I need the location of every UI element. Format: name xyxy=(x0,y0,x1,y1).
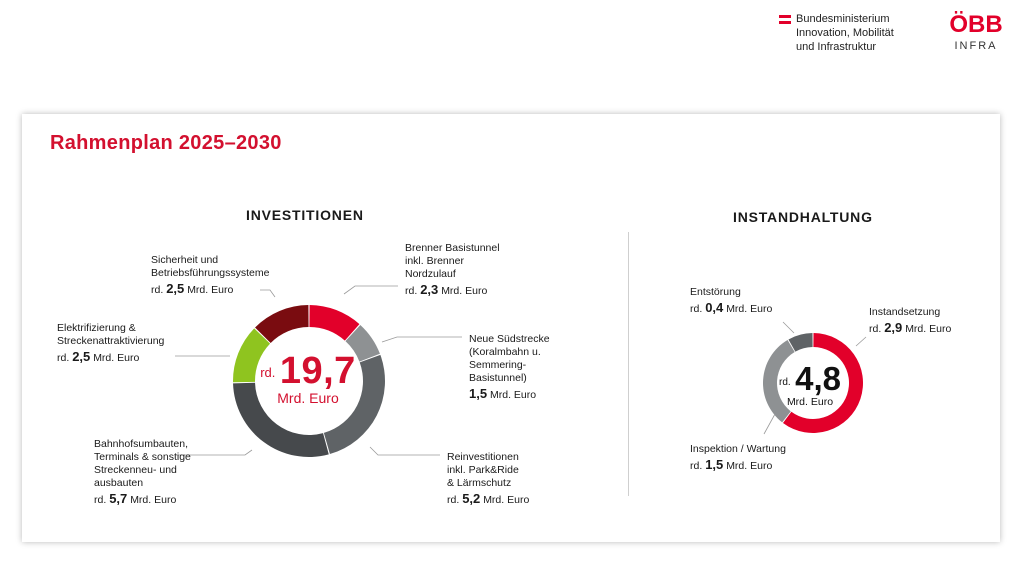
label-line: ausbauten xyxy=(94,477,144,489)
value-unit: Mrd. Euro xyxy=(726,460,773,472)
label-line: Semmering- xyxy=(469,359,527,371)
value: 2,3 xyxy=(420,282,439,297)
value: 5,7 xyxy=(109,491,128,506)
value: 5,2 xyxy=(462,491,481,506)
value-prefix: rd. xyxy=(447,494,460,506)
value: 2,9 xyxy=(884,320,903,335)
value-prefix: rd. xyxy=(405,285,418,297)
label-line: Reinvestitionen xyxy=(447,451,519,463)
label-reinvest: Reinvestitionen inkl. Park&Ride & Lärmsc… xyxy=(447,451,529,507)
investitionen-total: rd. 19,7 Mrd. Euro xyxy=(238,350,378,406)
leader-line-inspektion xyxy=(763,413,776,435)
label-sicherheit: Sicherheit und Betriebsführungssysteme r… xyxy=(151,254,269,297)
value: 1,5 xyxy=(705,457,724,472)
label-line: Streckenattraktivierung xyxy=(57,335,165,347)
label-brenner: Brenner Basistunnel inkl. Brenner Nordzu… xyxy=(405,242,500,298)
value: 1,5 xyxy=(469,386,488,401)
value-prefix: rd. xyxy=(57,352,70,364)
leader-line-reinvest xyxy=(369,446,440,456)
label-line: (Koralmbahn u. xyxy=(469,346,541,358)
donut-slice-suedstrecke xyxy=(345,324,380,362)
label-line: Basistunnel) xyxy=(469,372,527,384)
label-line: Entstörung xyxy=(690,286,741,298)
donut-slice-brenner xyxy=(309,305,360,341)
label-bahnhof: Bahnhofsumbauten, Terminals & sonstige S… xyxy=(94,438,191,507)
total-unit: Mrd. Euro xyxy=(786,396,834,408)
label-line: Instandsetzung xyxy=(869,306,941,318)
leader-line-suedstrecke xyxy=(381,336,462,343)
label-line: Brenner Basistunnel xyxy=(405,242,500,254)
total-prefix: rd. xyxy=(260,365,276,380)
value-unit: Mrd. Euro xyxy=(490,389,537,401)
value-prefix: rd. xyxy=(690,303,703,315)
value-unit: Mrd. Euro xyxy=(726,303,773,315)
label-suedstrecke: Neue Südstrecke (Koralmbahn u. Semmering… xyxy=(469,333,550,402)
label-line: inkl. Park&Ride xyxy=(447,464,519,476)
obb-logo-sub: INFRA xyxy=(954,40,998,52)
donut-slice-inspektion xyxy=(762,339,795,423)
donut-slice-instandsetzung xyxy=(782,333,863,433)
value: 2,5 xyxy=(72,349,91,364)
value-unit: Mrd. Euro xyxy=(93,352,140,364)
donut-slice-bahnhof xyxy=(233,382,329,457)
value-prefix: rd. xyxy=(94,494,107,506)
value-prefix: rd. xyxy=(690,460,703,472)
label-line: Bahnhofsumbauten, xyxy=(94,438,188,450)
value-unit: Mrd. Euro xyxy=(130,494,177,506)
instandhaltung-total: rd. 4,8 Mrd. Euro xyxy=(770,360,850,408)
donut-slice-sicherheit xyxy=(255,305,309,343)
label-line: Elektrifizierung & xyxy=(57,322,136,334)
label-elektrifizierung: Elektrifizierung & Streckenattraktivieru… xyxy=(57,322,164,365)
total-unit: Mrd. Euro xyxy=(277,390,339,406)
obb-infra-logo: ÖBB INFRA xyxy=(944,11,1008,53)
label-line: Terminals & sonstige xyxy=(94,451,191,463)
total-prefix: rd. xyxy=(779,377,791,388)
total-value: 19,7 xyxy=(279,350,356,392)
label-line: inkl. Brenner xyxy=(405,255,464,267)
total-value: 4,8 xyxy=(795,360,841,397)
section-divider xyxy=(628,232,629,496)
value-prefix: rd. xyxy=(151,284,164,296)
header: Bundesministerium Innovation, Mobilität … xyxy=(0,0,1024,70)
label-line: Streckenneu- und xyxy=(94,464,177,476)
leader-line-instandsetzung xyxy=(855,336,867,347)
value-unit: Mrd. Euro xyxy=(441,285,488,297)
donut-slice-elektrifizierung xyxy=(233,328,271,383)
leader-line-entstoerung xyxy=(782,321,795,334)
label-line: & Lärmschutz xyxy=(447,477,512,489)
leader-line-sicherheit xyxy=(260,289,276,298)
austria-flag-icon xyxy=(779,15,791,24)
page-title: Rahmenplan 2025–2030 xyxy=(50,132,282,154)
leader-line-bahnhof xyxy=(176,449,253,456)
value: 0,4 xyxy=(705,300,724,315)
value: 2,5 xyxy=(166,281,185,296)
value-unit: Mrd. Euro xyxy=(483,494,530,506)
value-unit: Mrd. Euro xyxy=(905,323,952,335)
ministry-line: Bundesministerium xyxy=(796,13,890,25)
instandhaltung-heading: INSTANDHALTUNG xyxy=(733,209,873,225)
label-line: Nordzulauf xyxy=(405,268,456,280)
leader-line-brenner xyxy=(343,285,398,295)
investitionen-heading: INVESTITIONEN xyxy=(246,207,364,223)
donut-slice-reinvest xyxy=(323,354,385,455)
label-line: Betriebsführungssysteme xyxy=(151,267,270,279)
donut-slice-entstoerung xyxy=(788,333,813,352)
ministry-line: Innovation, Mobilität xyxy=(796,27,894,39)
ministry-name: Bundesministerium Innovation, Mobilität … xyxy=(796,12,894,54)
value-unit: Mrd. Euro xyxy=(187,284,234,296)
label-line: Inspektion / Wartung xyxy=(690,443,786,455)
label-entstoerung: Entstörung rd. 0,4 Mrd. Euro xyxy=(690,286,772,316)
obb-logo-word: ÖBB xyxy=(949,11,1003,38)
label-instandsetzung: Instandsetzung rd. 2,9 Mrd. Euro xyxy=(869,306,951,336)
content-card xyxy=(22,114,1000,542)
ministry-line: und Infrastruktur xyxy=(796,41,877,53)
value-prefix: rd. xyxy=(869,323,882,335)
label-line: Sicherheit und xyxy=(151,254,219,266)
label-line: Neue Südstrecke xyxy=(469,333,550,345)
label-inspektion: Inspektion / Wartung rd. 1,5 Mrd. Euro xyxy=(690,443,786,473)
ministry-logo: Bundesministerium Innovation, Mobilität … xyxy=(779,12,894,54)
